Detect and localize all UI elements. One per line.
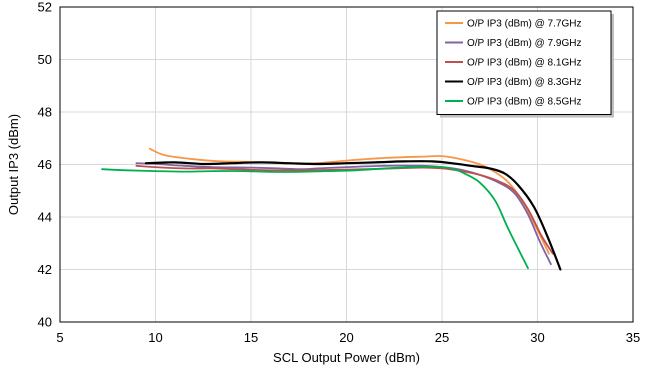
legend-label: O/P IP3 (dBm) @ 8.3GHz [467, 77, 581, 88]
y-tick-label: 46 [38, 157, 52, 172]
x-tick-label: 20 [339, 330, 353, 345]
x-tick-label: 35 [626, 330, 640, 345]
legend-label: O/P IP3 (dBm) @ 7.9GHz [467, 38, 581, 49]
y-tick-label: 50 [38, 52, 52, 67]
legend-label: O/P IP3 (dBm) @ 7.7GHz [467, 19, 581, 30]
x-tick-label: 15 [244, 330, 258, 345]
legend-label: O/P IP3 (dBm) @ 8.5GHz [467, 97, 581, 108]
tick-labels: 40 42 44 46 48 50 52 5 10 15 20 25 30 35 [38, 0, 641, 345]
x-tick-label: 10 [148, 330, 162, 345]
y-tick-label: 42 [38, 262, 52, 277]
series-line-1 [135, 162, 552, 266]
x-tick-label: 30 [530, 330, 544, 345]
plot-frame [59, 6, 634, 323]
series-lines [101, 147, 562, 271]
y-tick-label: 44 [38, 210, 52, 225]
series-line-4 [101, 165, 529, 270]
y-tick-label: 40 [38, 315, 52, 330]
legend-items: O/P IP3 (dBm) @ 7.7GHz O/P IP3 (dBm) @ 7.… [445, 19, 581, 108]
x-tick-label: 5 [56, 330, 63, 345]
series-line-3 [144, 160, 562, 271]
series-line-0 [148, 147, 550, 255]
series-line-2 [135, 164, 554, 255]
y-axis-title: Output IP3 (dBm) [6, 114, 21, 215]
x-tick-label: 25 [435, 330, 449, 345]
x-axis-title: SCL Output Power (dBm) [273, 350, 420, 365]
y-tick-label: 52 [38, 0, 52, 15]
y-tick-label: 48 [38, 105, 52, 120]
legend: O/P IP3 (dBm) @ 7.7GHz O/P IP3 (dBm) @ 7.… [436, 10, 614, 118]
legend-box [436, 10, 612, 115]
legend-label: O/P IP3 (dBm) @ 8.1GHz [467, 58, 581, 69]
